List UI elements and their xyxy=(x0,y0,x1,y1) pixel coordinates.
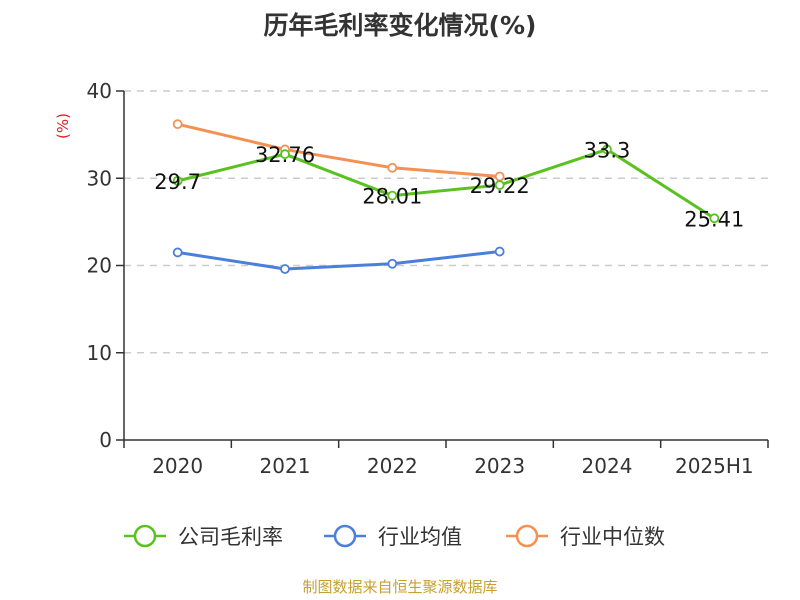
y-tick-label: 40 xyxy=(87,79,112,103)
y-tick-label: 30 xyxy=(87,166,112,190)
y-axis-unit: (%) xyxy=(54,113,72,139)
legend-label: 公司毛利率 xyxy=(178,525,283,549)
data-point xyxy=(602,144,612,155)
data-label: 25.41 xyxy=(684,207,744,231)
data-point xyxy=(494,180,505,190)
data-point xyxy=(172,119,183,130)
legend-label: 行业中位数 xyxy=(560,525,665,549)
data-point xyxy=(172,175,183,186)
y-tick-label: 10 xyxy=(87,341,112,365)
data-label: 32.76 xyxy=(255,143,315,167)
source-note: 制图数据来自恒生聚源数据库 xyxy=(302,578,498,596)
series-line xyxy=(177,147,716,220)
x-tick-label: 2024 xyxy=(582,454,633,478)
legend-marker xyxy=(133,524,157,548)
x-tick-label: 2020 xyxy=(152,454,203,478)
data-label: 28.01 xyxy=(362,185,422,209)
data-point xyxy=(494,246,505,257)
legend-label: 行业均值 xyxy=(378,525,462,549)
data-label: 29.22 xyxy=(470,174,530,198)
data-point xyxy=(387,190,398,201)
chart-title: 历年毛利率变化情况(%) xyxy=(263,11,537,40)
series-line xyxy=(177,122,500,179)
x-tick-label: 2025H1 xyxy=(675,454,754,478)
data-point xyxy=(280,149,290,160)
data-point xyxy=(387,162,398,173)
data-point xyxy=(709,213,720,224)
x-tick-label: 2021 xyxy=(260,454,311,478)
data-label: 29.7 xyxy=(154,170,201,194)
series-line xyxy=(177,250,500,271)
x-tick-label: 2022 xyxy=(367,454,418,478)
legend-marker xyxy=(333,524,357,548)
y-tick-label: 20 xyxy=(87,254,112,278)
legend-marker xyxy=(515,524,539,548)
data-label: 33.3 xyxy=(584,138,631,162)
y-tick-label: 0 xyxy=(99,428,112,452)
data-point xyxy=(387,258,398,269)
data-point xyxy=(280,264,290,274)
x-tick-label: 2023 xyxy=(474,454,525,478)
data-point xyxy=(172,247,183,258)
